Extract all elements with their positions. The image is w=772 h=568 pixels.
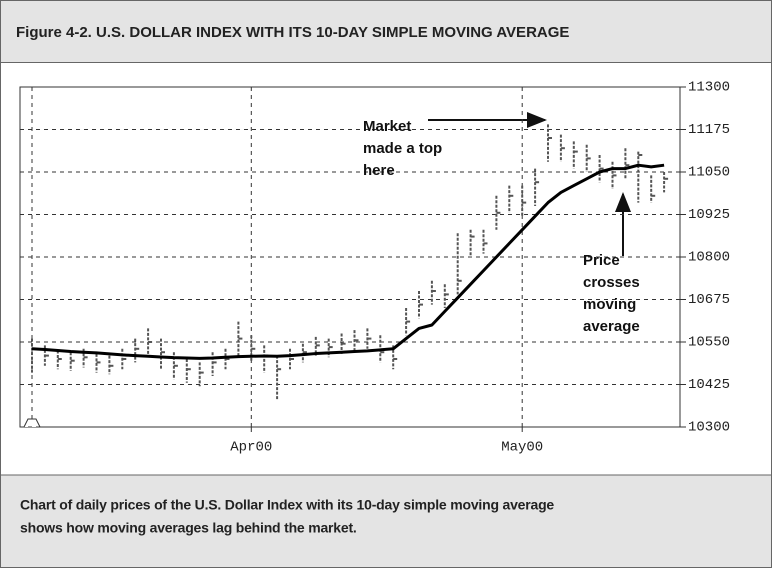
y-tick-label: 10300 (688, 420, 730, 436)
y-tick-label: 11300 (688, 80, 730, 96)
annotation: Market (363, 118, 411, 135)
y-tick-label: 10925 (688, 207, 730, 223)
caption-line: shows how moving averages lag behind the… (20, 520, 357, 536)
annotation: moving (583, 296, 636, 313)
header-band (0, 0, 772, 63)
y-tick-label: 10550 (688, 335, 730, 351)
y-tick-label: 10425 (688, 377, 730, 393)
marker (23, 418, 41, 428)
x-tick-label: May00 (501, 440, 543, 456)
annotation: crosses (583, 274, 640, 291)
caption-band (0, 474, 772, 568)
x-tick-label: Apr00 (230, 440, 272, 456)
annotation: average (583, 318, 640, 335)
annotation: made a top (363, 140, 442, 157)
y-tick-label: 11175 (688, 122, 730, 138)
moving-average (31, 163, 665, 360)
annotation: here (363, 162, 395, 179)
y-tick-label: 11050 (688, 165, 730, 181)
caption-line: Chart of daily prices of the U.S. Dollar… (20, 497, 554, 513)
y-tick-label: 10675 (688, 292, 730, 308)
annotation: Price (583, 252, 620, 269)
figure-title: Figure 4-2. U.S. DOLLAR INDEX WITH ITS 1… (16, 24, 569, 41)
y-tick-label: 10800 (688, 250, 730, 266)
